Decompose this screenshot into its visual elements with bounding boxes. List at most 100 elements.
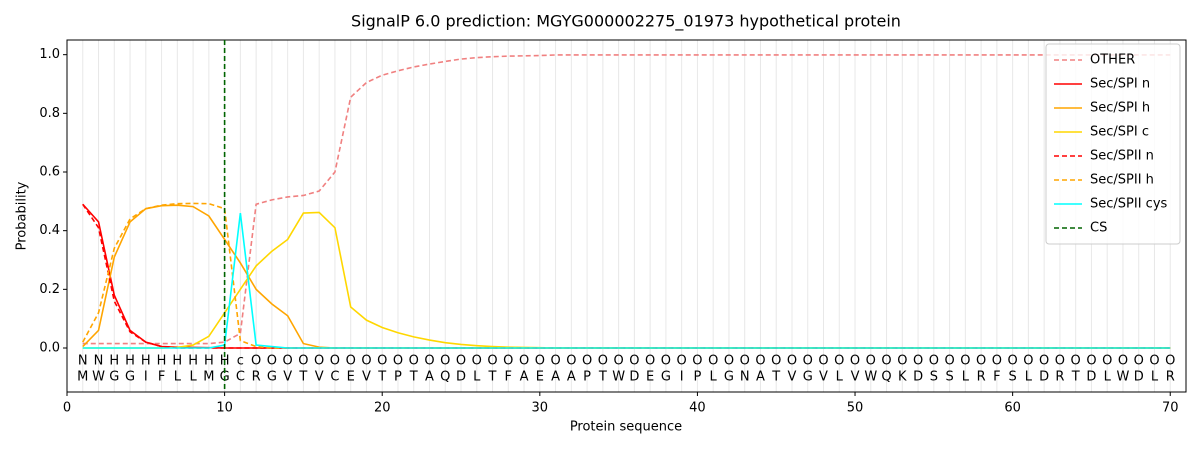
residue: D xyxy=(913,370,923,385)
residue-label: O xyxy=(251,354,261,369)
residue-label: O xyxy=(992,354,1002,369)
residue: A xyxy=(520,370,529,385)
legend-box xyxy=(1045,43,1181,245)
residue-label: O xyxy=(456,354,466,369)
residue: V xyxy=(362,370,371,385)
residue: A xyxy=(551,370,560,385)
residue-label: O xyxy=(803,354,813,369)
residue: Q xyxy=(440,370,450,385)
series-line xyxy=(82,202,1171,349)
residue: T xyxy=(598,370,607,385)
residue: K xyxy=(898,370,907,385)
residue-label: O xyxy=(661,354,671,369)
residue: Q xyxy=(881,370,891,385)
residue: L xyxy=(174,370,182,385)
residue-label: O xyxy=(393,354,403,369)
residue: A xyxy=(567,370,576,385)
legend-label: Sec/SPII h xyxy=(1090,173,1154,188)
x-tick-label: 70 xyxy=(1162,401,1179,416)
residue-label: O xyxy=(535,354,545,369)
residue-label: O xyxy=(976,354,986,369)
residue-label: O xyxy=(409,354,419,369)
residue-label: O xyxy=(550,354,560,369)
residue-label: O xyxy=(1008,354,1018,369)
residue: L xyxy=(1151,370,1159,385)
residue: F xyxy=(993,370,1000,385)
residue: A xyxy=(425,370,434,385)
residue-label: H xyxy=(172,354,182,369)
residue: G xyxy=(724,370,734,385)
residue-label: H xyxy=(157,354,167,369)
residue: P xyxy=(583,370,591,385)
residue-label: H xyxy=(109,354,119,369)
residue-label: H xyxy=(141,354,151,369)
residue-label: O xyxy=(298,354,308,369)
series-line xyxy=(82,211,1171,349)
residue-label: O xyxy=(881,354,891,369)
x-tick-label: 60 xyxy=(1004,401,1021,416)
residue: D xyxy=(629,370,639,385)
residue-label: O xyxy=(1071,354,1081,369)
residue: W xyxy=(92,370,105,385)
residue-label: O xyxy=(724,354,734,369)
residue-label: O xyxy=(361,354,371,369)
residue-label: O xyxy=(834,354,844,369)
residue: L xyxy=(1104,370,1112,385)
residue-label: O xyxy=(346,354,356,369)
residue: W xyxy=(864,370,877,385)
x-tick-label: 30 xyxy=(532,401,549,416)
legend-label: OTHER xyxy=(1090,53,1135,68)
series-line xyxy=(82,203,1171,349)
residue-label: O xyxy=(913,354,923,369)
residue-label: O xyxy=(1149,354,1159,369)
residue: F xyxy=(505,370,512,385)
residue-label: O xyxy=(944,354,954,369)
residue: I xyxy=(680,370,684,385)
residue: V xyxy=(283,370,292,385)
series-line xyxy=(82,204,1171,349)
residue: M xyxy=(203,370,214,385)
residue-label: c xyxy=(237,354,244,369)
legend-label: CS xyxy=(1090,221,1107,236)
legend-label: Sec/SPII cys xyxy=(1090,197,1168,212)
legend-label: Sec/SPII n xyxy=(1090,149,1154,164)
residue: E xyxy=(536,370,544,385)
residue-label: O xyxy=(1102,354,1112,369)
residue-label: O xyxy=(708,354,718,369)
residue-label: N xyxy=(94,354,104,369)
residue-label: O xyxy=(1134,354,1144,369)
residue: L xyxy=(189,370,197,385)
legend-label: Sec/SPI n xyxy=(1090,77,1150,92)
residue: L xyxy=(962,370,970,385)
legend-label: Sec/SPI c xyxy=(1090,125,1149,140)
y-tick-label: 0.0 xyxy=(39,341,60,356)
residue: T xyxy=(771,370,780,385)
y-tick-label: 0.4 xyxy=(39,223,60,238)
residue-label: O xyxy=(267,354,277,369)
residue-label: O xyxy=(1055,354,1065,369)
residue: W xyxy=(1117,370,1130,385)
residue-label: O xyxy=(314,354,324,369)
residue-label: O xyxy=(424,354,434,369)
residue-label: O xyxy=(614,354,624,369)
residue: F xyxy=(158,370,165,385)
y-tick-label: 0.8 xyxy=(39,106,60,121)
residue: E xyxy=(646,370,654,385)
legend-label: Sec/SPI h xyxy=(1090,101,1150,116)
residue-label: O xyxy=(1086,354,1096,369)
residue: V xyxy=(315,370,324,385)
residue: R xyxy=(1055,370,1064,385)
residue: W xyxy=(612,370,625,385)
residue: S xyxy=(930,370,938,385)
residue-label: O xyxy=(929,354,939,369)
residue: V xyxy=(851,370,860,385)
residue: D xyxy=(1086,370,1096,385)
residue: L xyxy=(710,370,718,385)
residue: D xyxy=(1039,370,1049,385)
y-tick-label: 1.0 xyxy=(39,47,60,62)
residue-label: O xyxy=(629,354,639,369)
residue-label: O xyxy=(472,354,482,369)
residue: G xyxy=(109,370,119,385)
chart-title: SignalP 6.0 prediction: MGYG000002275_01… xyxy=(351,12,901,32)
residue: I xyxy=(144,370,148,385)
